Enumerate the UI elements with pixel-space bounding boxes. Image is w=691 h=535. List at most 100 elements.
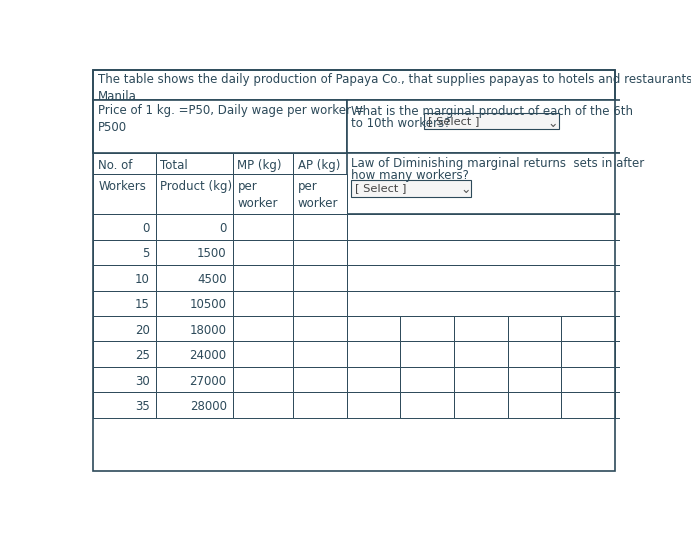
Bar xyxy=(156,265,233,291)
Text: MP (kg): MP (kg) xyxy=(238,159,282,172)
Text: [ Select ]: [ Select ] xyxy=(355,183,407,193)
Text: 35: 35 xyxy=(135,400,150,413)
Bar xyxy=(156,291,233,316)
Bar xyxy=(561,367,615,392)
Bar xyxy=(347,101,630,153)
Text: Workers: Workers xyxy=(98,180,146,193)
Text: Total: Total xyxy=(160,159,188,172)
Bar xyxy=(93,70,615,101)
Bar xyxy=(156,367,233,392)
Text: Law of Diminishing marginal returns  sets in after: Law of Diminishing marginal returns sets… xyxy=(352,157,645,170)
Text: 27000: 27000 xyxy=(189,374,227,387)
Text: No. of: No. of xyxy=(98,159,133,172)
Bar xyxy=(400,316,454,341)
Bar xyxy=(233,265,293,291)
Bar xyxy=(615,392,630,418)
Text: 20: 20 xyxy=(135,324,150,337)
Bar xyxy=(508,316,561,341)
Text: per
worker: per worker xyxy=(298,180,338,210)
Bar xyxy=(293,367,347,392)
Bar xyxy=(454,316,508,341)
Text: 1500: 1500 xyxy=(197,248,227,261)
Bar xyxy=(400,341,454,367)
Bar xyxy=(93,101,347,153)
Text: 4500: 4500 xyxy=(197,273,227,286)
Text: 25: 25 xyxy=(135,349,150,362)
Text: 18000: 18000 xyxy=(190,324,227,337)
Bar xyxy=(93,153,156,173)
Bar xyxy=(615,367,630,392)
Bar xyxy=(93,291,156,316)
Text: to 10th workers?: to 10th workers? xyxy=(352,117,451,129)
Bar xyxy=(454,367,508,392)
Text: 28000: 28000 xyxy=(190,400,227,413)
Bar xyxy=(615,341,630,367)
Bar xyxy=(233,341,293,367)
Bar xyxy=(400,392,454,418)
Bar xyxy=(233,291,293,316)
Bar xyxy=(156,215,233,240)
Bar xyxy=(156,316,233,341)
Bar xyxy=(233,316,293,341)
Text: ⌄: ⌄ xyxy=(460,183,471,196)
Bar xyxy=(508,367,561,392)
Text: 30: 30 xyxy=(135,374,150,387)
Bar xyxy=(293,291,347,316)
Bar xyxy=(347,265,630,291)
Bar xyxy=(93,316,156,341)
Text: 0: 0 xyxy=(142,222,150,235)
Bar xyxy=(561,392,615,418)
Bar xyxy=(347,240,630,265)
Bar xyxy=(454,341,508,367)
Bar xyxy=(93,341,156,367)
Text: 24000: 24000 xyxy=(189,349,227,362)
Bar xyxy=(93,392,156,418)
Bar xyxy=(93,367,156,392)
Text: What is the marginal product of each of the 6th: What is the marginal product of each of … xyxy=(352,105,634,118)
Bar xyxy=(293,240,347,265)
Bar xyxy=(347,316,400,341)
Text: Price of 1 kg. =P50, Daily wage per worker =
P500: Price of 1 kg. =P50, Daily wage per work… xyxy=(98,104,365,134)
Text: 15: 15 xyxy=(135,299,150,311)
Bar xyxy=(293,265,347,291)
Bar xyxy=(233,215,293,240)
Text: 10500: 10500 xyxy=(190,299,227,311)
Bar xyxy=(156,392,233,418)
Text: 0: 0 xyxy=(219,222,227,235)
Bar xyxy=(347,215,630,240)
Bar xyxy=(233,153,293,173)
Bar xyxy=(454,392,508,418)
Bar xyxy=(508,392,561,418)
Bar xyxy=(93,215,156,240)
Bar xyxy=(508,341,561,367)
Text: how many workers?: how many workers? xyxy=(352,169,469,182)
Text: AP (kg): AP (kg) xyxy=(298,159,340,172)
Bar xyxy=(93,173,156,215)
Bar xyxy=(424,113,558,129)
Bar xyxy=(233,173,293,215)
Text: [ Select ]: [ Select ] xyxy=(428,116,479,126)
Text: 5: 5 xyxy=(142,248,150,261)
Bar xyxy=(93,240,156,265)
Bar xyxy=(156,153,233,173)
Bar xyxy=(347,341,400,367)
Text: per
worker: per worker xyxy=(238,180,278,210)
Bar xyxy=(615,316,630,341)
Bar xyxy=(347,291,630,316)
Bar xyxy=(156,341,233,367)
Bar xyxy=(293,341,347,367)
Bar xyxy=(561,341,615,367)
Bar xyxy=(293,316,347,341)
Bar xyxy=(93,265,156,291)
Bar xyxy=(352,180,471,197)
Bar xyxy=(233,367,293,392)
Bar xyxy=(293,392,347,418)
Bar xyxy=(347,367,400,392)
Text: The table shows the daily production of Papaya Co., that supplies papayas to hot: The table shows the daily production of … xyxy=(98,73,691,103)
Text: ⌄: ⌄ xyxy=(548,117,558,129)
Bar xyxy=(293,153,347,173)
Bar xyxy=(233,392,293,418)
Bar xyxy=(293,215,347,240)
Bar xyxy=(561,316,615,341)
Bar xyxy=(400,367,454,392)
